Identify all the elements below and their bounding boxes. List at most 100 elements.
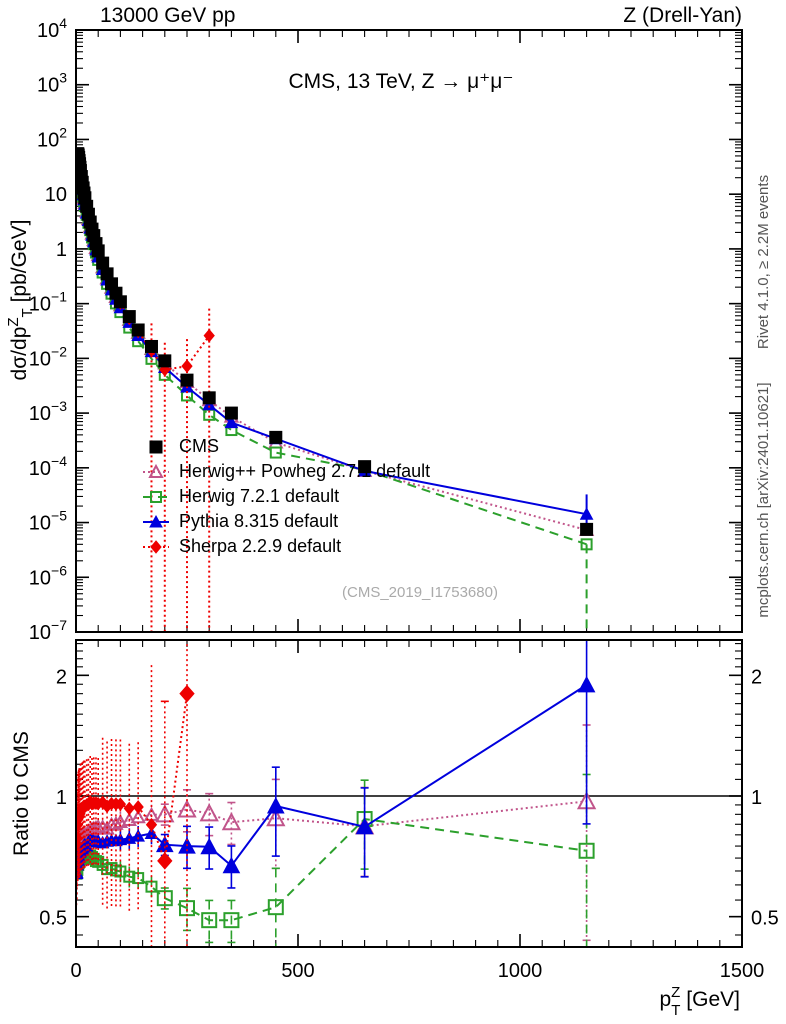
data-marker	[96, 256, 110, 270]
plot-title: CMS, 13 TeV, Z → μ⁺μ⁻	[289, 70, 514, 93]
main-panel-frame	[75, 29, 743, 633]
data-marker	[91, 244, 105, 258]
data-marker	[155, 804, 175, 823]
data-marker	[222, 856, 241, 874]
data-marker	[202, 391, 216, 405]
data-marker	[149, 440, 163, 454]
series-cms	[77, 147, 594, 536]
data-marker	[180, 373, 194, 387]
series-herwig	[77, 157, 593, 631]
data-marker	[145, 817, 158, 832]
legend-item[interactable]: Sherpa 2.2.9 default	[143, 536, 341, 556]
data-marker	[267, 899, 284, 916]
data-marker	[132, 800, 144, 814]
ratio-panel-frame	[75, 639, 743, 948]
ratio-y-tick-label: 2	[751, 666, 762, 688]
side-caption-mcplots: mcplots.cern.ch [arXiv:2401.10621]	[755, 382, 772, 617]
analysis-id-watermark: (CMS_2019_I1753680)	[342, 584, 498, 601]
ratio-y-axis-label: Ratio to CMS	[10, 731, 33, 856]
main-panel-data	[77, 147, 595, 631]
data-marker	[577, 675, 596, 693]
legend: CMS Herwig++ Powheg 2.7.1 default Herwig 7…	[143, 436, 430, 556]
data-marker	[150, 540, 162, 554]
data-marker	[181, 359, 193, 373]
x-axis-label: pZ T [GeV]	[659, 984, 740, 1019]
legend-label: Pythia 8.315 default	[179, 511, 338, 531]
x-tick-label: 1500	[720, 960, 765, 982]
data-marker	[221, 812, 242, 831]
ratio-series-herwig	[77, 773, 595, 946]
data-marker	[177, 799, 197, 818]
main-y-tick-label: 10−4	[29, 453, 67, 480]
main-y-axis-label: dσ/dpZT [pb/GeV]	[5, 220, 36, 381]
ratio-y-tick-label: 0.5	[39, 908, 67, 930]
data-marker	[580, 522, 594, 536]
data-marker	[266, 796, 285, 814]
legend-label: CMS	[179, 436, 219, 456]
main-y-tick-label: 10−2	[29, 343, 67, 370]
legend-item[interactable]: CMS	[149, 436, 219, 456]
ratio-y-tick-label: 1	[751, 787, 762, 809]
data-marker	[77, 831, 83, 845]
main-y-tick-label: 102	[37, 124, 67, 151]
data-marker	[148, 463, 164, 478]
header-process-label: Z (Drell-Yan)	[623, 4, 742, 27]
legend-label: Herwig++ Powheg 2.7.1 default	[179, 461, 430, 481]
data-marker	[578, 842, 595, 859]
data-marker	[358, 460, 372, 474]
legend-label: Sherpa 2.2.9 default	[179, 536, 341, 556]
ratio-y-tick-label: 0.5	[751, 908, 779, 930]
data-marker	[269, 446, 282, 459]
data-marker	[199, 803, 219, 822]
x-tick-label: 1000	[498, 960, 543, 982]
x-tick-label: 0	[70, 960, 81, 982]
ratio-series-sherpa	[77, 641, 195, 946]
data-marker	[122, 310, 136, 324]
data-marker	[203, 328, 215, 343]
data-marker	[108, 815, 124, 830]
data-marker	[579, 507, 594, 520]
ratio-y-tick-label: 1	[56, 787, 67, 809]
ratio-series-pythia	[77, 641, 596, 889]
data-marker	[131, 829, 146, 842]
legend-item[interactable]: Pythia 8.315 default	[143, 511, 338, 531]
svg-text:dσ/dpZT [pb/GeV]: dσ/dpZT [pb/GeV]	[5, 220, 36, 381]
ratio-panel-data	[77, 641, 597, 946]
data-marker	[112, 813, 129, 829]
data-marker	[355, 817, 374, 835]
data-marker	[123, 870, 136, 883]
svg-text:pZT [GeV]: pZ T [GeV]	[659, 984, 740, 1019]
data-marker	[150, 491, 162, 503]
data-marker	[580, 538, 593, 551]
svg-text:Rivet 4.1.0, ≥ 2.2M events: Rivet 4.1.0, ≥ 2.2M events	[755, 175, 772, 349]
data-marker	[131, 323, 145, 337]
main-y-tick-label: 10	[45, 184, 67, 206]
main-y-tick-label: 104	[37, 15, 67, 42]
legend-label: Herwig 7.2.1 default	[179, 486, 339, 506]
main-y-tick-label: 103	[37, 70, 67, 97]
legend-item[interactable]: Herwig++ Powheg 2.7.1 default	[143, 461, 430, 481]
data-marker	[201, 912, 218, 929]
data-marker	[158, 354, 172, 368]
data-marker	[156, 890, 173, 907]
data-marker	[149, 514, 163, 528]
data-marker	[224, 406, 238, 420]
main-y-tick-label: 1	[56, 239, 67, 261]
legend-item[interactable]: Herwig 7.2.1 default	[143, 486, 339, 506]
side-caption-rivet: Rivet 4.1.0, ≥ 2.2M events	[755, 175, 772, 349]
main-y-tick-label: 10−3	[29, 398, 67, 425]
data-marker	[224, 415, 239, 429]
data-marker	[113, 295, 127, 309]
data-marker	[269, 430, 283, 444]
main-y-tick-label: 10−7	[29, 617, 67, 644]
data-marker	[144, 339, 158, 353]
data-marker	[114, 797, 127, 811]
data-marker	[200, 837, 219, 855]
main-y-tick-label: 10−5	[29, 508, 67, 535]
svg-text:Ratio to CMS: Ratio to CMS	[10, 731, 33, 856]
ratio-y-tick-label: 2	[56, 666, 67, 688]
data-marker	[130, 809, 146, 824]
data-marker	[223, 912, 240, 929]
